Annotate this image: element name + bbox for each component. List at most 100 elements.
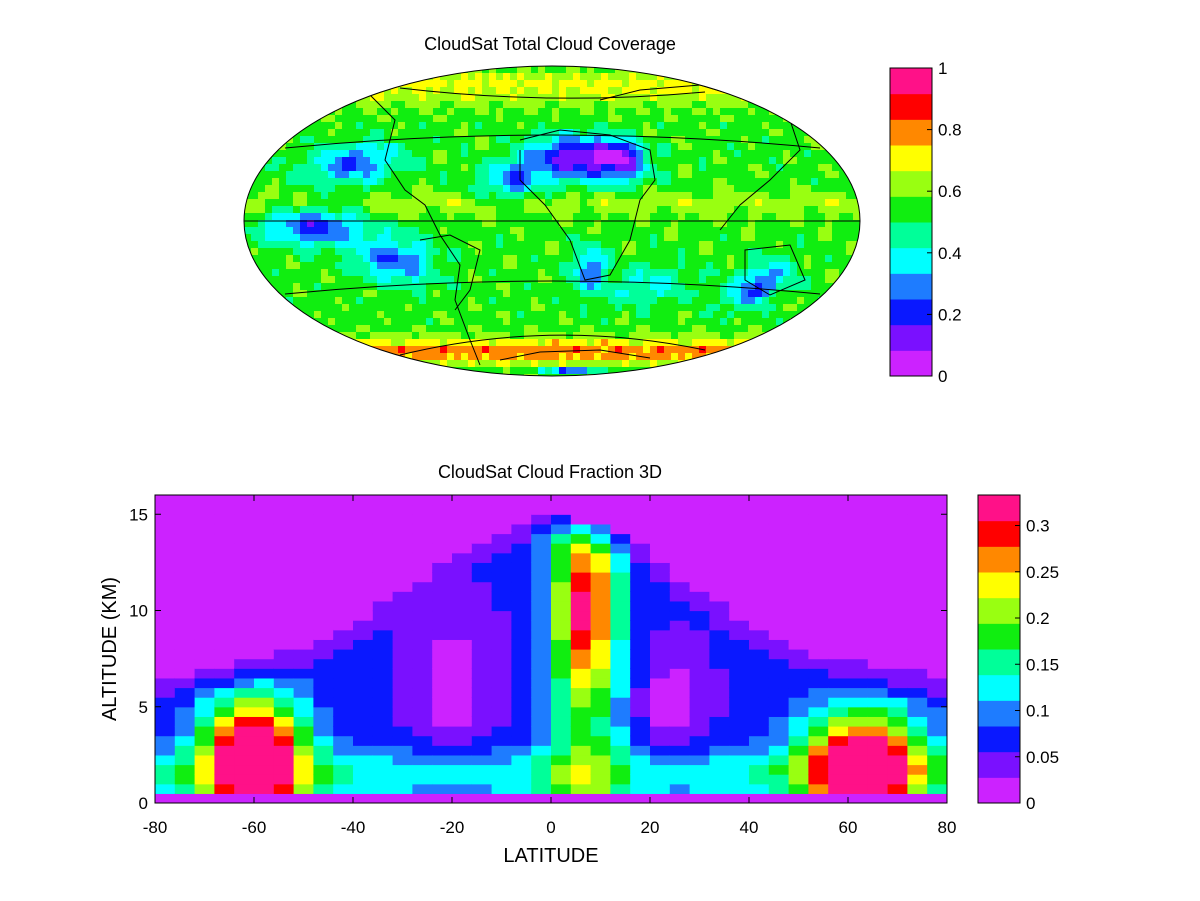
- map-cell: [384, 283, 392, 291]
- map-cell: [601, 290, 609, 298]
- map-cell: [720, 185, 728, 193]
- section-cell: [432, 726, 453, 737]
- map-cell: [741, 122, 749, 130]
- section-cell: [333, 649, 354, 660]
- map-cell: [482, 115, 490, 123]
- map-cell: [328, 262, 336, 270]
- section-cell: [729, 783, 750, 794]
- map-cell: [300, 129, 308, 137]
- map-cell: [531, 367, 539, 375]
- map-cell: [636, 220, 644, 228]
- map-cell: [314, 227, 322, 235]
- map-cell: [608, 311, 616, 319]
- section-cell: [432, 764, 453, 775]
- section-cell: [174, 504, 196, 515]
- section-cell: [452, 793, 473, 803]
- map-cell: [727, 276, 735, 284]
- map-cell: [433, 332, 441, 340]
- map-cell: [412, 255, 420, 263]
- section-cell: [293, 735, 314, 746]
- map-cell: [566, 332, 574, 340]
- map-cell: [426, 234, 434, 242]
- section-cell: [174, 687, 196, 698]
- section-cell: [234, 572, 255, 583]
- map-cell: [734, 269, 742, 277]
- map-cell: [398, 185, 406, 193]
- map-cell: [412, 290, 420, 298]
- section-cell: [174, 745, 196, 756]
- section-cell: [155, 793, 176, 803]
- map-cell: [286, 304, 294, 312]
- map-cell: [580, 304, 588, 312]
- section-cell: [254, 552, 275, 563]
- map-cell: [804, 171, 812, 179]
- map-cell: [377, 297, 385, 305]
- map-cell: [776, 269, 784, 277]
- map-cell: [650, 276, 658, 284]
- map-cell: [370, 213, 378, 221]
- map-cell: [839, 213, 847, 221]
- map-cell: [475, 234, 483, 242]
- map-cell: [678, 311, 686, 319]
- section-cell: [808, 533, 829, 544]
- section-cell: [590, 610, 611, 621]
- map-cell: [580, 297, 588, 305]
- map-cell: [678, 318, 686, 326]
- section-cell: [887, 687, 908, 698]
- section-cell: [887, 600, 908, 612]
- map-cell: [531, 262, 539, 270]
- map-cell: [832, 171, 840, 179]
- map-cell: [825, 220, 833, 228]
- map-cell: [503, 143, 511, 151]
- map-cell: [804, 136, 812, 144]
- map-cell: [482, 199, 490, 207]
- map-cell: [363, 143, 371, 151]
- section-cell: [828, 783, 849, 794]
- section-cell: [372, 600, 394, 612]
- map-cell: [405, 87, 413, 95]
- map-cell: [853, 220, 860, 228]
- map-cell: [587, 318, 595, 326]
- map-cell: [293, 241, 301, 249]
- map-cell: [622, 332, 630, 340]
- map-cell: [755, 255, 763, 263]
- map-cell: [804, 241, 812, 249]
- section-cell: [234, 591, 255, 602]
- map-cell: [790, 262, 798, 270]
- map-cell: [426, 283, 434, 291]
- map-cell: [482, 94, 490, 102]
- map-cell: [377, 129, 385, 137]
- map-cell: [664, 262, 672, 270]
- map-cell: [447, 318, 455, 326]
- section-cell: [313, 774, 334, 785]
- map-cell: [412, 192, 420, 200]
- map-cell: [636, 213, 644, 221]
- map-cell: [384, 178, 392, 186]
- map-cell: [790, 178, 798, 186]
- map-cell: [699, 122, 707, 130]
- section-cell: [491, 706, 512, 717]
- section-cell: [927, 495, 947, 506]
- map-cell: [412, 304, 420, 312]
- map-cell: [412, 164, 420, 172]
- map-cell: [545, 199, 553, 207]
- map-cell: [363, 234, 371, 242]
- map-cell: [300, 234, 308, 242]
- map-cell: [601, 136, 609, 144]
- map-cell: [538, 353, 546, 361]
- map-cell: [524, 150, 532, 158]
- section-cell: [194, 687, 215, 698]
- map-cell: [755, 297, 763, 305]
- map-cell: [685, 108, 693, 116]
- section-cell: [531, 783, 552, 794]
- section-cell: [471, 658, 493, 669]
- section-cell: [630, 754, 651, 766]
- map-cell: [594, 164, 602, 172]
- section-cell: [650, 783, 671, 794]
- map-cell: [279, 269, 287, 277]
- map-cell: [447, 339, 455, 347]
- section-cell: [155, 735, 176, 746]
- section-cell: [709, 514, 730, 525]
- map-cell: [615, 178, 623, 186]
- map-cell: [419, 339, 427, 347]
